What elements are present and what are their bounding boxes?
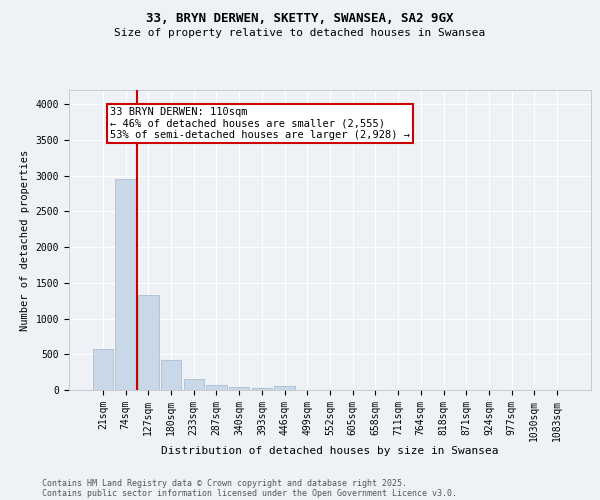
Y-axis label: Number of detached properties: Number of detached properties (20, 150, 30, 330)
Bar (93, 349, 113, 390)
Text: Contains HM Land Registry data © Crown copyright and database right 2025.: Contains HM Land Registry data © Crown c… (42, 478, 407, 488)
Text: Contains public sector information licensed under the Open Government Licence v3: Contains public sector information licen… (42, 488, 457, 498)
Bar (138, 295, 158, 390)
Bar (274, 386, 295, 390)
Bar (206, 385, 227, 390)
X-axis label: Distribution of detached houses by size in Swansea: Distribution of detached houses by size … (161, 446, 499, 456)
Text: 33 BRYN DERWEN: 110sqm
← 46% of detached houses are smaller (2,555)
53% of semi-: 33 BRYN DERWEN: 110sqm ← 46% of detached… (110, 107, 410, 140)
Bar (251, 388, 272, 390)
Bar (161, 360, 181, 390)
Text: Size of property relative to detached houses in Swansea: Size of property relative to detached ho… (115, 28, 485, 38)
Text: 33, BRYN DERWEN, SKETTY, SWANSEA, SA2 9GX: 33, BRYN DERWEN, SKETTY, SWANSEA, SA2 9G… (146, 12, 454, 26)
Bar (115, 178, 136, 390)
Bar (184, 379, 204, 390)
Bar (229, 387, 250, 390)
